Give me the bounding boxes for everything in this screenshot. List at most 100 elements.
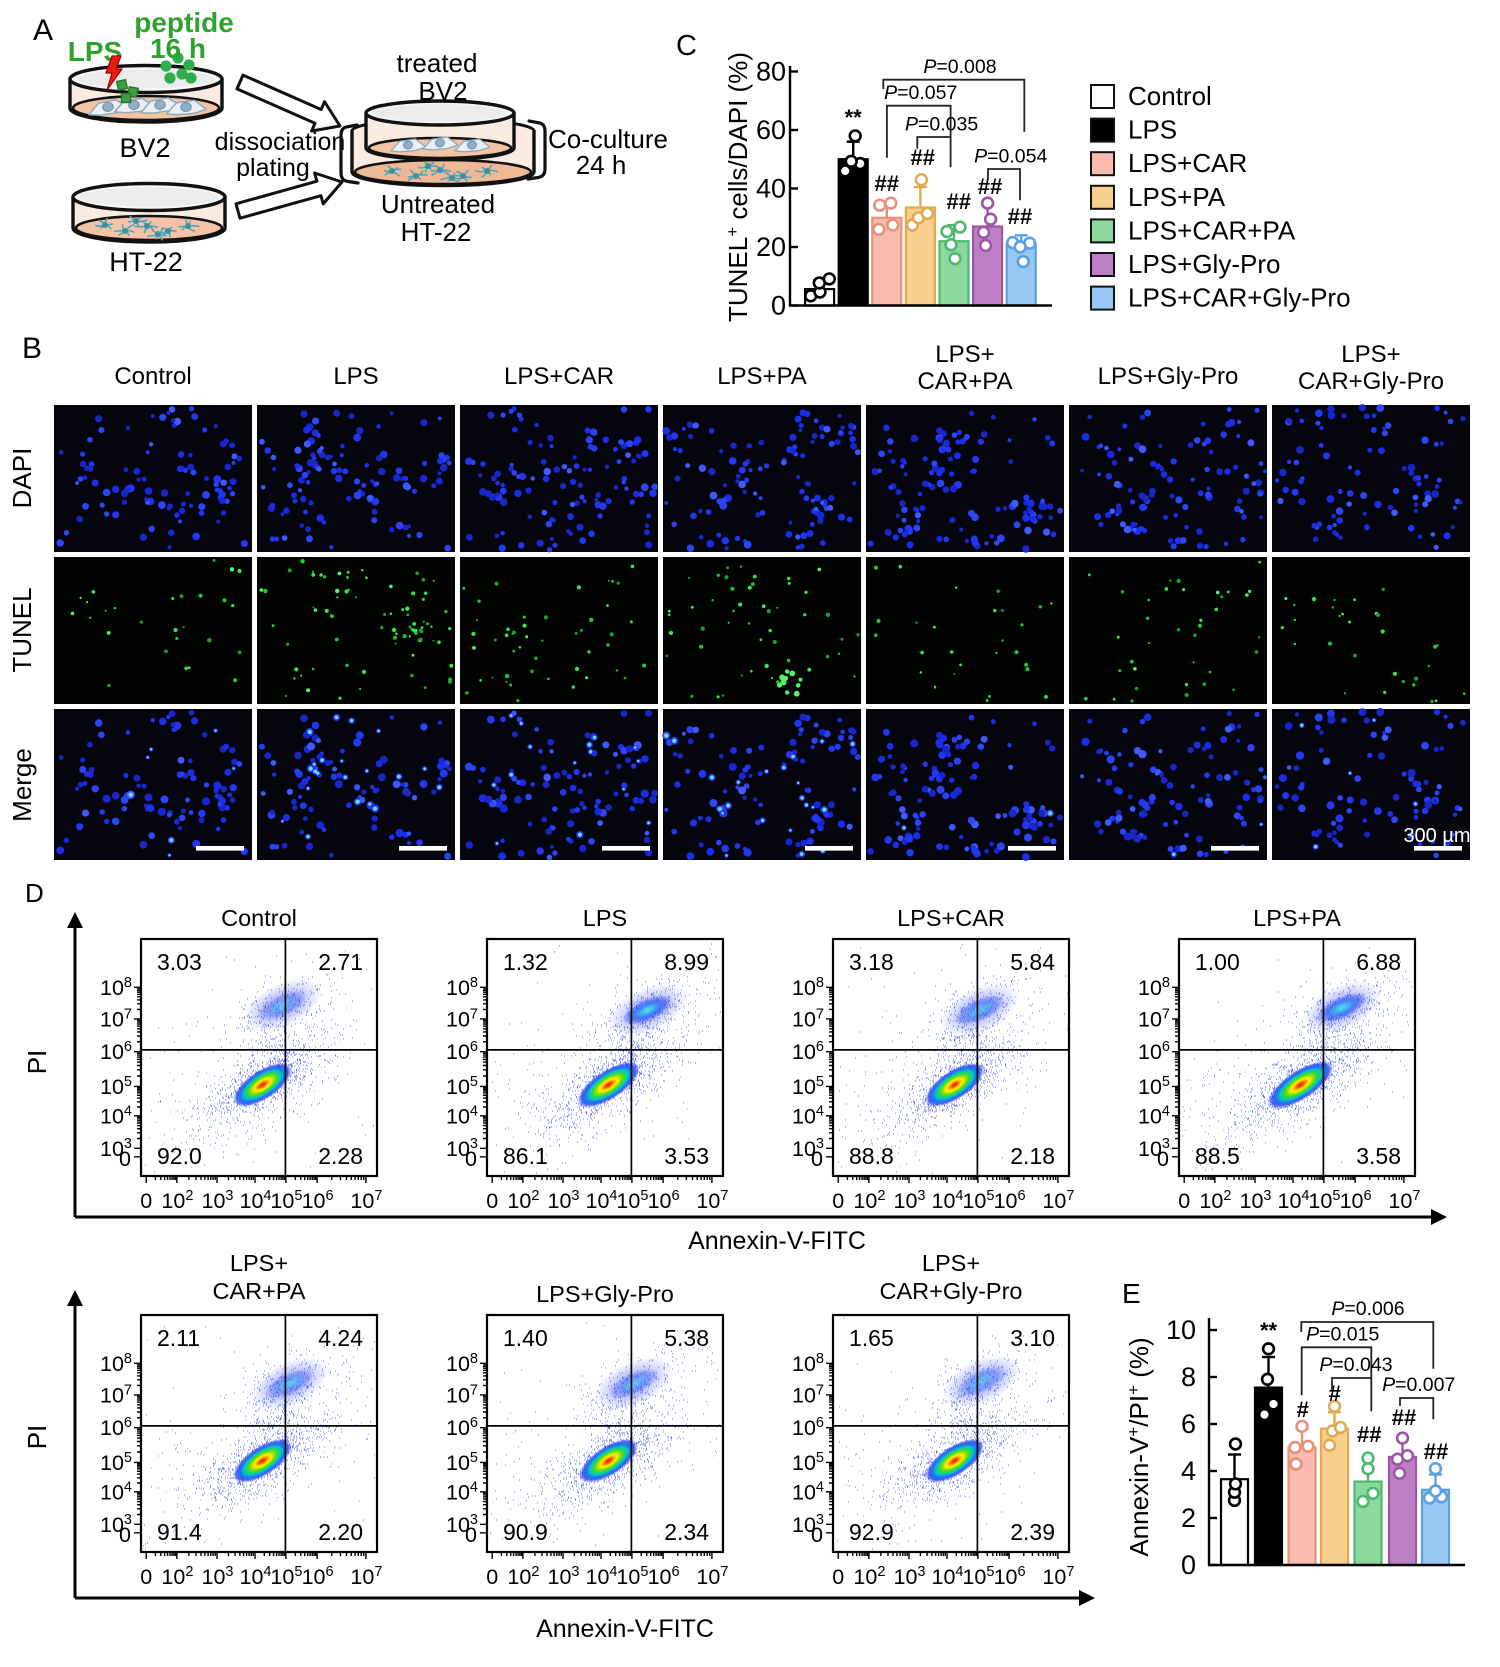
svg-text:##: ## [1424, 1439, 1448, 1464]
svg-text:8.99: 8.99 [664, 949, 709, 975]
svg-text:8: 8 [1181, 1362, 1196, 1392]
svg-text:treated: treated [397, 48, 478, 78]
svg-text:DAPI: DAPI [7, 448, 37, 509]
svg-text:0: 0 [771, 291, 786, 321]
svg-text:LPS: LPS [333, 363, 378, 390]
svg-text:102: 102 [853, 1188, 885, 1213]
svg-text:Control: Control [221, 905, 297, 931]
svg-text:104: 104 [1138, 1103, 1170, 1128]
svg-text:0: 0 [140, 1565, 152, 1589]
svg-text:##: ## [978, 174, 1002, 199]
svg-text:P=0.043: P=0.043 [1319, 1354, 1392, 1376]
svg-text:2: 2 [1181, 1503, 1196, 1533]
svg-text:Control: Control [1128, 81, 1212, 111]
svg-text:2.39: 2.39 [1010, 1519, 1055, 1545]
svg-text:5.84: 5.84 [1010, 949, 1055, 975]
svg-text:PI: PI [22, 1050, 52, 1075]
svg-text:10: 10 [1166, 1315, 1196, 1345]
svg-text:CAR+Gly-Pro: CAR+Gly-Pro [1298, 368, 1444, 395]
svg-text:107: 107 [1042, 1188, 1074, 1213]
svg-text:106: 106 [1340, 1188, 1372, 1213]
svg-text:107: 107 [792, 1382, 824, 1407]
svg-text:3.03: 3.03 [157, 949, 202, 975]
svg-text:0: 0 [119, 1147, 131, 1171]
svg-text:20: 20 [756, 232, 786, 262]
svg-text:P=0.008: P=0.008 [923, 56, 996, 78]
svg-text:##: ## [910, 145, 934, 170]
svg-text:40: 40 [756, 174, 786, 204]
svg-text:0: 0 [832, 1189, 844, 1213]
svg-text:92.9: 92.9 [849, 1519, 894, 1545]
svg-text:24 h: 24 h [576, 150, 627, 180]
svg-text:LPS+PA: LPS+PA [717, 363, 807, 390]
svg-text:0: 0 [486, 1189, 498, 1213]
svg-text:4: 4 [1181, 1456, 1196, 1486]
svg-text:LPS+Gly-Pro: LPS+Gly-Pro [1098, 363, 1239, 390]
svg-text:2.71: 2.71 [318, 949, 363, 975]
svg-text:##: ## [946, 189, 970, 214]
svg-text:LPS: LPS [583, 905, 627, 931]
svg-text:6: 6 [1181, 1409, 1196, 1439]
svg-text:3.18: 3.18 [849, 949, 894, 975]
svg-text:LPS: LPS [1128, 115, 1177, 145]
svg-text:0: 0 [140, 1189, 152, 1213]
svg-text:60: 60 [756, 115, 786, 145]
svg-text:Co-culture: Co-culture [548, 124, 668, 154]
svg-text:0: 0 [465, 1523, 477, 1547]
svg-text:2.28: 2.28 [318, 1143, 363, 1169]
svg-text:3.10: 3.10 [1010, 1325, 1055, 1351]
svg-text:91.4: 91.4 [157, 1519, 202, 1545]
svg-text:16 h: 16 h [150, 33, 206, 64]
svg-text:LPS+CAR+Gly-Pro: LPS+CAR+Gly-Pro [1128, 283, 1351, 313]
svg-text:Control: Control [114, 363, 191, 390]
svg-text:300 µm: 300 µm [1403, 825, 1470, 847]
svg-text:PI: PI [22, 1425, 52, 1450]
svg-text:2.11: 2.11 [157, 1325, 200, 1351]
svg-text:80: 80 [756, 57, 786, 87]
svg-text:2.34: 2.34 [664, 1519, 709, 1545]
svg-text:TUNEL: TUNEL [7, 587, 37, 672]
svg-text:D: D [25, 878, 44, 908]
svg-text:HT-22: HT-22 [401, 217, 472, 247]
svg-text:4.24: 4.24 [318, 1325, 363, 1351]
svg-text:#: # [1329, 1381, 1341, 1406]
svg-text:104: 104 [586, 1564, 618, 1589]
svg-text:LPS+CAR: LPS+CAR [897, 905, 1005, 931]
svg-text:LPS+Gly-Pro: LPS+Gly-Pro [1128, 249, 1280, 279]
svg-text:Merge: Merge [7, 748, 37, 822]
svg-text:**: ** [1260, 1318, 1278, 1343]
svg-text:dissociation: dissociation [215, 128, 346, 156]
svg-text:90.9: 90.9 [503, 1519, 548, 1545]
svg-text:1.65: 1.65 [849, 1325, 894, 1351]
svg-text:0: 0 [1181, 1550, 1196, 1580]
svg-text:P=0.015: P=0.015 [1306, 1324, 1379, 1346]
svg-text:B: B [22, 332, 42, 365]
svg-text:P=0.054: P=0.054 [974, 146, 1047, 168]
svg-text:88.5: 88.5 [1195, 1143, 1240, 1169]
svg-text:peptide: peptide [134, 7, 234, 38]
svg-text:LPS+PA: LPS+PA [1128, 182, 1226, 212]
svg-text:##: ## [875, 171, 899, 196]
svg-text:LPS+Gly-Pro: LPS+Gly-Pro [536, 1281, 674, 1307]
svg-text:LPS+: LPS+ [935, 341, 994, 368]
svg-text:Annexin-V-FITC: Annexin-V-FITC [688, 1227, 866, 1255]
svg-text:#: # [1297, 1397, 1309, 1422]
svg-text:3.53: 3.53 [664, 1143, 709, 1169]
svg-text:##: ## [1008, 204, 1032, 229]
svg-text:LPS+CAR+PA: LPS+CAR+PA [1128, 215, 1296, 245]
svg-text:LPS+PA: LPS+PA [1253, 905, 1341, 931]
svg-text:C: C [676, 30, 697, 62]
svg-text:1.00: 1.00 [1195, 949, 1240, 975]
svg-text:0: 0 [1178, 1189, 1190, 1213]
svg-text:LPS+CAR: LPS+CAR [504, 363, 614, 390]
svg-text:1.40: 1.40 [503, 1325, 548, 1351]
svg-text:plating: plating [236, 154, 310, 182]
svg-text:TUNEL+ cells/DAPI (%): TUNEL+ cells/DAPI (%) [723, 52, 753, 322]
svg-text:LPS+: LPS+ [922, 1250, 980, 1276]
svg-text:1.32: 1.32 [503, 949, 548, 975]
svg-text:0: 0 [486, 1565, 498, 1589]
svg-text:0: 0 [811, 1147, 823, 1171]
svg-text:Annexin-V+/PI+ (%): Annexin-V+/PI+ (%) [1124, 1337, 1154, 1556]
svg-text:102: 102 [853, 1564, 885, 1589]
svg-text:##: ## [1357, 1422, 1381, 1447]
